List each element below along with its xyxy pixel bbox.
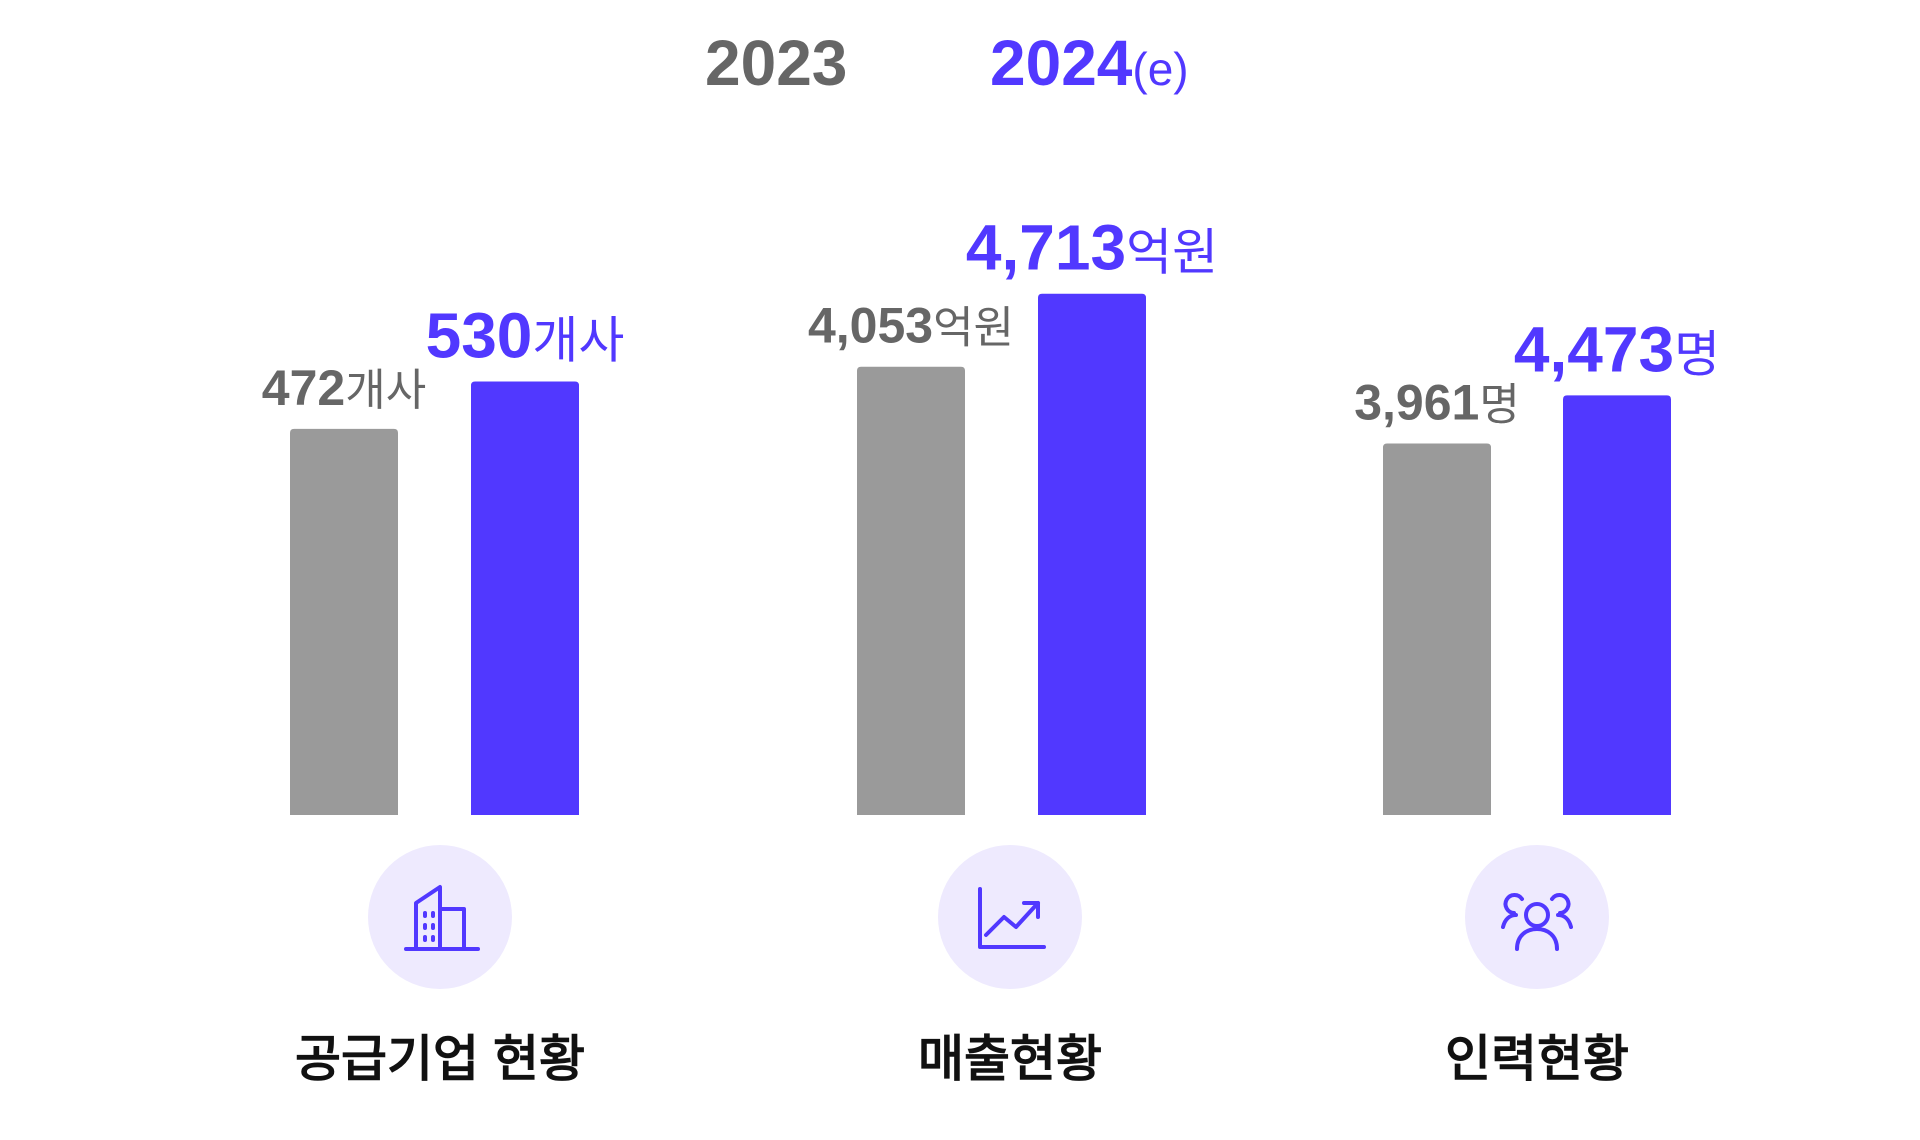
category-label: 매출현황 [918,1031,1102,1087]
bar-revenue-2024(e) [1038,293,1146,815]
legend-item-2023: 2023 [705,18,847,108]
icon-circle [938,845,1082,989]
bar-workforce-2023 [1383,443,1491,815]
legend: 2023 2024(e) [0,18,1920,108]
value-label-workforce-2024(e): 4,473명 [1514,313,1720,385]
value-label-workforce-2023: 3,961명 [1354,374,1520,430]
bar-suppliers-2023 [290,428,398,815]
value-label-revenue-2024(e): 4,713억원 [966,212,1218,284]
value-label-revenue-2023: 4,053억원 [808,298,1014,354]
building-icon [404,885,480,951]
value-label-suppliers-2023: 472개사 [262,360,426,416]
bar-workforce-2024(e) [1563,395,1671,815]
legend-year: 2024 [990,27,1133,99]
icon-circle [1465,845,1609,989]
trending-up-chart-icon [978,887,1046,949]
category-label: 공급기업 현황 [295,1031,585,1087]
category-label: 인력현황 [1445,1031,1629,1087]
bar-revenue-2023 [857,366,965,815]
legend-year: 2023 [705,27,848,99]
group-footer-revenue: 매출현황 [780,845,1240,1089]
legend-suffix: (e) [1132,43,1189,95]
group-footer-workforce: 인력현황 [1307,845,1767,1089]
value-label-suppliers-2024(e): 530개사 [426,299,625,371]
group-footer-suppliers: 공급기업 현황 [210,845,670,1089]
bar-suppliers-2024(e) [471,381,579,815]
icon-circle [368,845,512,989]
people-icon [1501,893,1573,951]
legend-item-2024: 2024(e) [990,18,1189,114]
